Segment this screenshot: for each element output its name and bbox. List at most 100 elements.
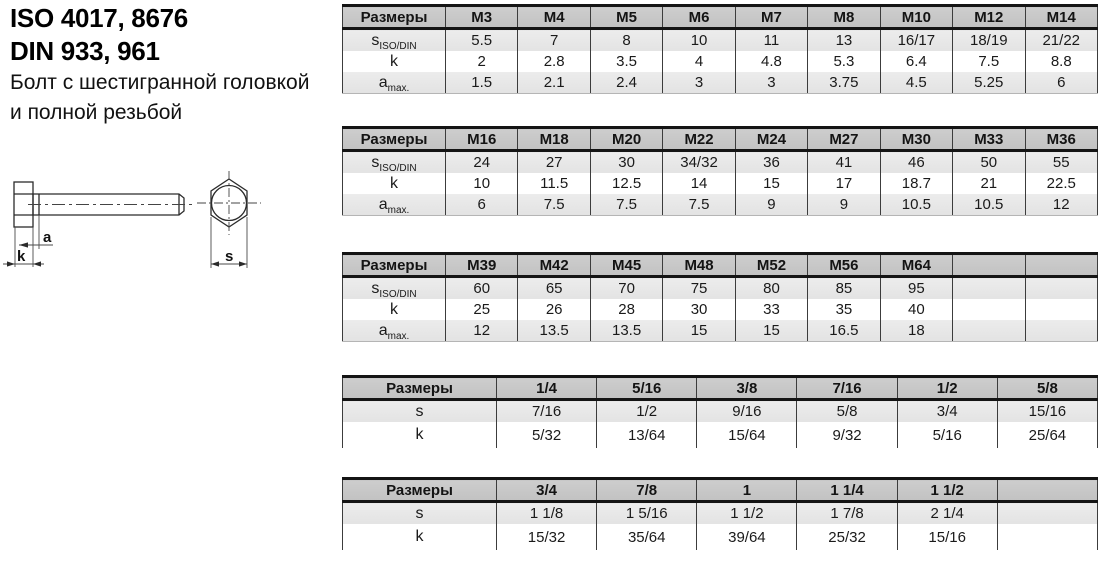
value-cell: 95 [879, 276, 953, 299]
value-cell: 15/16 [896, 524, 998, 550]
value-cell: 2 1/4 [896, 501, 998, 524]
value-cell: 75 [662, 276, 736, 299]
size-column-header: 3/8 [696, 375, 797, 401]
value-cell: 11 [734, 28, 808, 51]
value-cell: 15/64 [696, 422, 797, 448]
value-cell: 21/22 [1024, 28, 1098, 51]
size-column-header: M36 [1024, 126, 1098, 152]
value-cell: 21 [952, 173, 1025, 194]
metric-table-m16-m36: Размеры M16 M18 M20 M22 M24 M27 M30 M33 M36 sISO/D… [342, 126, 1098, 216]
value-cell: 25 [444, 299, 518, 320]
value-cell: 5.5 [444, 28, 518, 51]
value-cell [952, 320, 1025, 342]
size-column-header: 5/8 [996, 375, 1099, 401]
size-column-header: M8 [807, 4, 881, 30]
value-cell: 1 1/8 [495, 501, 597, 524]
sizes-header-cell: Размеры [342, 126, 446, 152]
row-label: sISO/DIN [342, 150, 446, 173]
value-cell: 3 [662, 72, 736, 94]
sizes-header-cell: Размеры [342, 375, 497, 401]
value-cell: 15/16 [996, 399, 1099, 422]
size-column-header: M16 [444, 126, 518, 152]
value-cell: 60 [444, 276, 518, 299]
value-cell: 2.1 [517, 72, 591, 94]
size-column-header: 1/4 [495, 375, 597, 401]
metric-table-m3-m14: Размеры M3 M4 M5 M6 M7 M8 M10 M12 M14 sISO/DIN 5.5 7… [342, 4, 1098, 94]
value-cell: 5/32 [495, 422, 597, 448]
row-label: k [342, 422, 497, 448]
size-column-header: M56 [807, 252, 881, 278]
value-cell: 9/32 [796, 422, 898, 448]
size-column-header: M24 [734, 126, 808, 152]
value-cell: 39/64 [696, 524, 797, 550]
value-cell: 18 [879, 320, 953, 342]
value-cell: 24 [444, 150, 518, 173]
value-cell: 8.8 [1024, 51, 1098, 72]
value-cell: 6.4 [879, 51, 953, 72]
value-cell: 9 [807, 194, 881, 216]
size-column-header [996, 477, 1099, 503]
row-label: k [342, 51, 446, 72]
value-cell: 36 [734, 150, 808, 173]
value-cell: 13.5 [517, 320, 591, 342]
value-cell: 12 [444, 320, 518, 342]
value-cell: 80 [734, 276, 808, 299]
value-cell: 3/4 [896, 399, 998, 422]
table-row: k 10 11.5 12.5 14 15 17 18.7 21 22.5 [342, 173, 1098, 194]
size-column-header: M45 [589, 252, 663, 278]
row-label: k [342, 299, 446, 320]
value-cell: 22.5 [1024, 173, 1098, 194]
table-row: sISO/DIN 5.5 7 8 10 11 13 16/17 18/19 21/22 [342, 28, 1098, 51]
size-column-header: 1/2 [896, 375, 998, 401]
value-cell [952, 299, 1025, 320]
size-column-header [952, 252, 1025, 278]
value-cell: 10 [444, 173, 518, 194]
value-cell: 7.5 [662, 194, 736, 216]
inscribed-circle [210, 184, 248, 222]
size-column-header: M30 [879, 126, 953, 152]
value-cell: 85 [807, 276, 881, 299]
value-cell: 14 [662, 173, 736, 194]
sizes-header-cell: Размеры [342, 4, 446, 30]
imperial-table-34-112: Размеры 3/4 7/8 1 1 1/4 1 1/2 s 1 1/8 1 5/16 1 1/… [342, 477, 1099, 550]
bolt-side-view [13, 181, 185, 228]
value-cell: 2.4 [589, 72, 663, 94]
row-label: amax. [342, 72, 446, 94]
size-column-header: M64 [879, 252, 953, 278]
value-cell [996, 501, 1099, 524]
size-column-header: M48 [662, 252, 736, 278]
value-cell: 30 [589, 150, 663, 173]
value-cell: 16/17 [879, 28, 953, 51]
value-cell: 41 [807, 150, 881, 173]
header-row: Размеры M16 M18 M20 M22 M24 M27 M30 M33 M36 [342, 126, 1098, 152]
row-label: amax. [342, 194, 446, 216]
value-cell: 26 [517, 299, 591, 320]
value-cell: 1 1/2 [696, 501, 797, 524]
value-cell: 10.5 [952, 194, 1025, 216]
standard-din-title: DIN 933, 961 [10, 36, 160, 66]
metric-table-m39-m64: Размеры M39 M42 M45 M48 M52 M56 M64 sISO/DIN 60 65… [342, 252, 1098, 342]
value-cell: 1.5 [444, 72, 518, 94]
value-cell: 34/32 [662, 150, 736, 173]
value-cell: 10 [662, 28, 736, 51]
value-cell [1024, 320, 1098, 342]
value-cell: 15 [734, 320, 808, 342]
value-cell: 70 [589, 276, 663, 299]
value-cell: 13/64 [596, 422, 697, 448]
value-cell: 4 [662, 51, 736, 72]
value-cell: 13 [807, 28, 881, 51]
header-row: Размеры M39 M42 M45 M48 M52 M56 M64 [342, 252, 1098, 278]
value-cell [996, 524, 1099, 550]
value-cell: 7/16 [495, 399, 597, 422]
value-cell: 7.5 [952, 51, 1025, 72]
value-cell: 3.75 [807, 72, 881, 94]
value-cell: 6 [444, 194, 518, 216]
dimension-label-s: s [225, 248, 233, 265]
value-cell: 35/64 [596, 524, 697, 550]
value-cell: 46 [879, 150, 953, 173]
value-cell: 7 [517, 28, 591, 51]
imperial-table-quarter-58: Размеры 1/4 5/16 3/8 7/16 1/2 5/8 s 7/16 1/2 9/16 5… [342, 375, 1099, 448]
value-cell: 55 [1024, 150, 1098, 173]
value-cell: 6 [1024, 72, 1098, 94]
table-row: k 25 26 28 30 33 35 40 [342, 299, 1098, 320]
